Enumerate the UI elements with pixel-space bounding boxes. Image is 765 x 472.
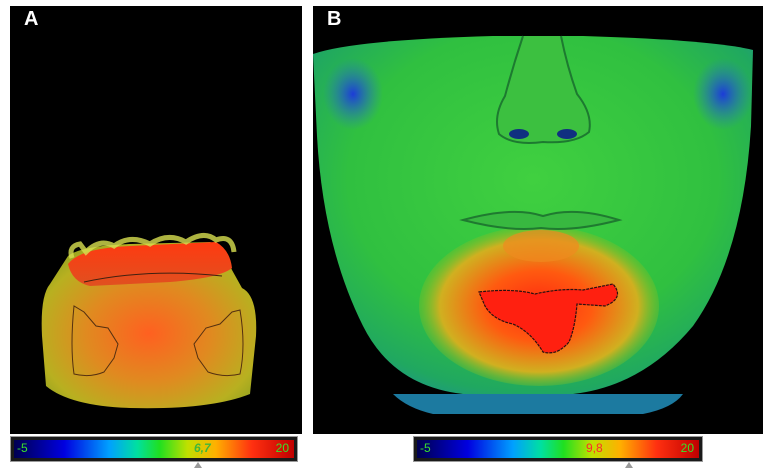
colorbar-max-label-b: 20 xyxy=(680,441,694,455)
mandible-3d-render xyxy=(41,233,257,409)
colorbar-min-label-a: -5 xyxy=(17,441,28,455)
colorbar-gradient-a xyxy=(14,440,294,458)
colorbar-gradient-b xyxy=(417,440,699,458)
colorbar-marker-a-icon xyxy=(194,462,202,468)
colorbar-min-label-b: -5 xyxy=(420,441,431,455)
panel-b-viewport: B xyxy=(313,6,763,434)
panel-letter-a: A xyxy=(24,8,39,30)
colorbar-max-label-a: 20 xyxy=(275,441,289,455)
colorbar-a: -5 6,7 20 xyxy=(10,436,298,462)
face-3d-render xyxy=(313,35,753,414)
panel-a: A -5 6,7 20 xyxy=(0,0,303,472)
colorbar-b: -5 9,8 20 xyxy=(413,436,703,462)
colorbar-marker-b-icon xyxy=(625,462,633,468)
panel-b: B -5 9,8 20 xyxy=(303,0,765,472)
panel-a-viewport: A xyxy=(10,6,302,434)
colorbar-value-label-b: 9,8 xyxy=(586,441,603,455)
colorbar-value-label-a: 6,7 xyxy=(194,441,211,455)
panel-letter-b: B xyxy=(327,8,342,30)
